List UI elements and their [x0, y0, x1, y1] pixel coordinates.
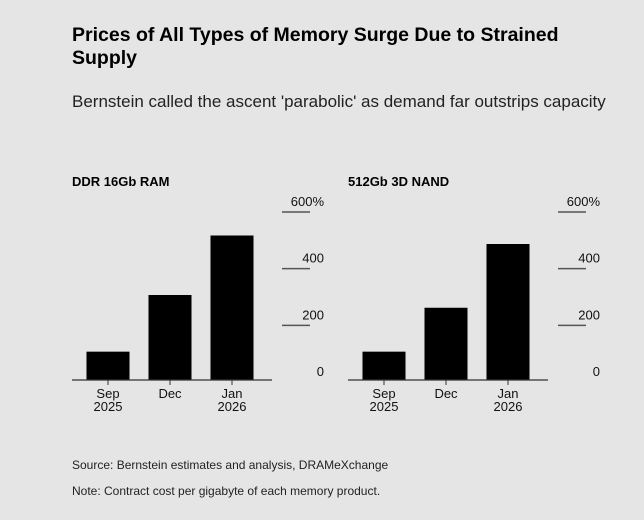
x-tick-label: 2025 — [94, 399, 123, 414]
bar — [86, 351, 130, 380]
x-tick-label: Sep — [96, 386, 119, 401]
y-tick-label: 400 — [302, 251, 324, 266]
chart-panel-ddr: DDR 16Gb RAM 0 200 400 600% Sep 2025 Dec Jan 202… — [72, 170, 332, 425]
x-tick-label: Dec — [434, 386, 458, 401]
x-tick-label: Dec — [158, 386, 182, 401]
y-tick-label: 0 — [317, 364, 324, 379]
chart-subtitle: Bernstein called the ascent 'parabolic' … — [72, 92, 606, 111]
bar — [486, 244, 530, 380]
bar — [148, 295, 192, 380]
x-tick-label: Jan — [222, 386, 243, 401]
x-tick-label: 2026 — [494, 399, 523, 414]
panel-title: 512Gb 3D NAND — [348, 174, 450, 189]
chart-title: Prices of All Types of Memory Surge Due … — [72, 24, 559, 69]
y-tick-label: 600% — [291, 194, 325, 209]
y-tick-label: 400 — [578, 251, 600, 266]
x-tick-label: 2025 — [370, 399, 399, 414]
chart-panel-nand: 512Gb 3D NAND 0 200 400 600% Sep 2025 Dec Jan 20… — [348, 170, 608, 425]
x-tick-label: 2026 — [218, 399, 247, 414]
footnote: Note: Contract cost per gigabyte of each… — [72, 484, 381, 498]
y-tick-label: 600% — [567, 194, 601, 209]
x-tick-label: Jan — [498, 386, 519, 401]
bar — [362, 351, 406, 380]
bar — [210, 235, 254, 380]
source-note: Source: Bernstein estimates and analysis… — [72, 458, 389, 472]
y-tick-label: 200 — [302, 307, 324, 322]
bar — [424, 307, 468, 380]
y-tick-label: 200 — [578, 307, 600, 322]
x-tick-label: Sep — [372, 386, 395, 401]
y-tick-label: 0 — [593, 364, 600, 379]
panel-title: DDR 16Gb RAM — [72, 174, 170, 189]
